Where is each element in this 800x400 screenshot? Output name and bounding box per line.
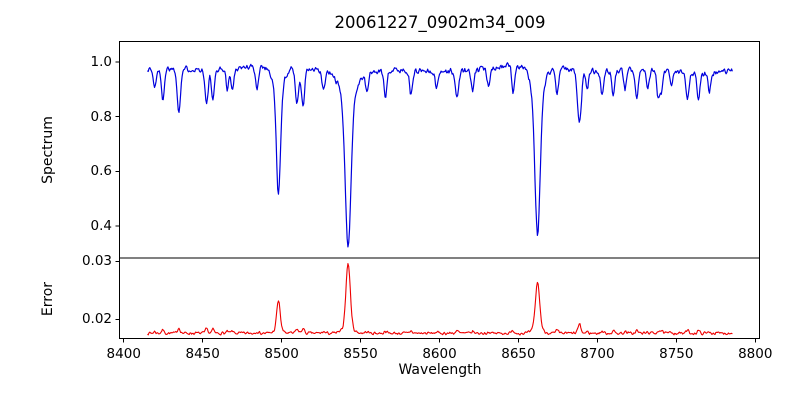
error-axes-frame <box>119 257 760 339</box>
y-tick-label: 0.4 <box>90 218 112 235</box>
y-tick-label: 0.03 <box>81 253 112 270</box>
axis-ticks <box>115 61 756 343</box>
x-tick-label: 8500 <box>264 346 299 362</box>
x-tick-label: 8600 <box>422 346 457 362</box>
x-tick-label: 8650 <box>501 346 536 362</box>
x-tick-label: 8550 <box>343 346 378 362</box>
spectrum-line <box>147 62 733 248</box>
y-tick-label: 0.6 <box>90 163 112 180</box>
y-tick-label: 0.8 <box>90 108 112 125</box>
x-tick-label: 8800 <box>738 346 773 362</box>
y-tick-label: 1.0 <box>90 54 112 71</box>
y-tick-label: 0.02 <box>81 311 112 328</box>
x-axis-label: Wavelength <box>398 362 482 378</box>
error-line <box>147 263 733 336</box>
x-tick-label: 8400 <box>106 346 141 362</box>
x-tick-label: 8450 <box>185 346 220 362</box>
x-tick-label: 8750 <box>659 346 694 362</box>
x-tick-label: 8700 <box>580 346 615 362</box>
chart-title: 20061227_0902m34_009 <box>334 13 546 32</box>
